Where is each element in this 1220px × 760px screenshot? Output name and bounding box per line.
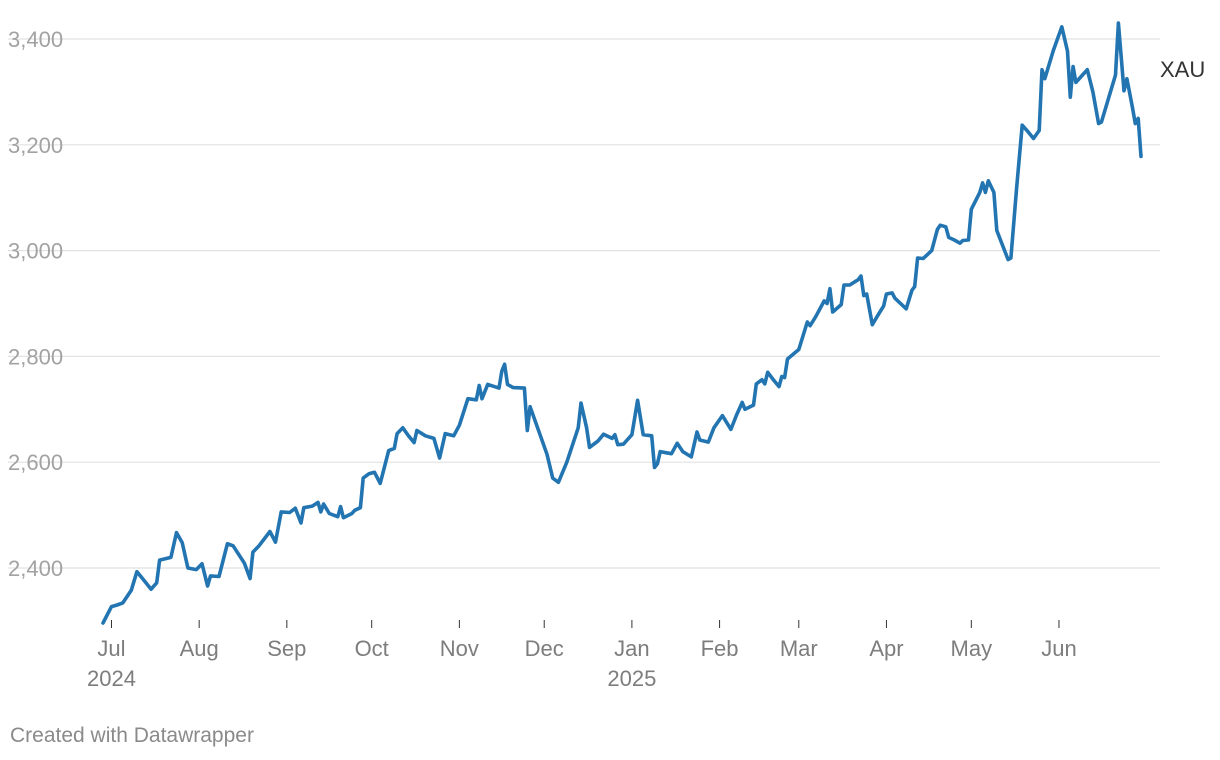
x-axis-ticks: Jul 2024 Aug Sep Oct Nov Dec Jan 2025 Feb Mar Apr Ma… [87, 620, 1077, 691]
gridlines [8, 38, 1160, 569]
series-line-xau [101, 21, 1143, 625]
x-tick-label: Dec [525, 636, 564, 661]
x-tick-label: Aug [180, 636, 219, 661]
x-tick-label: Oct [355, 636, 389, 661]
y-tick-label: 2,400 [8, 556, 63, 581]
x-tick-label: Mar [780, 636, 818, 661]
footer-credit: Created with Datawrapper [10, 724, 254, 747]
x-tick-label: Jan [614, 636, 649, 661]
y-tick-label: 2,600 [8, 450, 63, 475]
x-tick-label: Nov [440, 636, 479, 661]
y-tick-label: 3,200 [8, 133, 63, 158]
y-tick-label: 3,000 [8, 239, 63, 264]
x-tick-label: Apr [869, 636, 903, 661]
x-tick-year-label: 2024 [87, 666, 136, 691]
x-tick-label: Feb [701, 636, 739, 661]
x-tick-label: Jun [1041, 636, 1076, 661]
y-tick-label: 3,400 [8, 27, 63, 52]
x-tick-label: Jul [97, 636, 125, 661]
series-layer: XAU [101, 21, 1205, 625]
y-tick-label: 2,800 [8, 344, 63, 369]
x-tick-label: Sep [267, 636, 306, 661]
y-axis-ticks: 2,400 2,600 2,800 3,000 3,200 3,400 [8, 27, 63, 581]
x-tick-year-label: 2025 [607, 666, 656, 691]
x-tick-label: May [951, 636, 993, 661]
series-label: XAU [1160, 57, 1205, 82]
